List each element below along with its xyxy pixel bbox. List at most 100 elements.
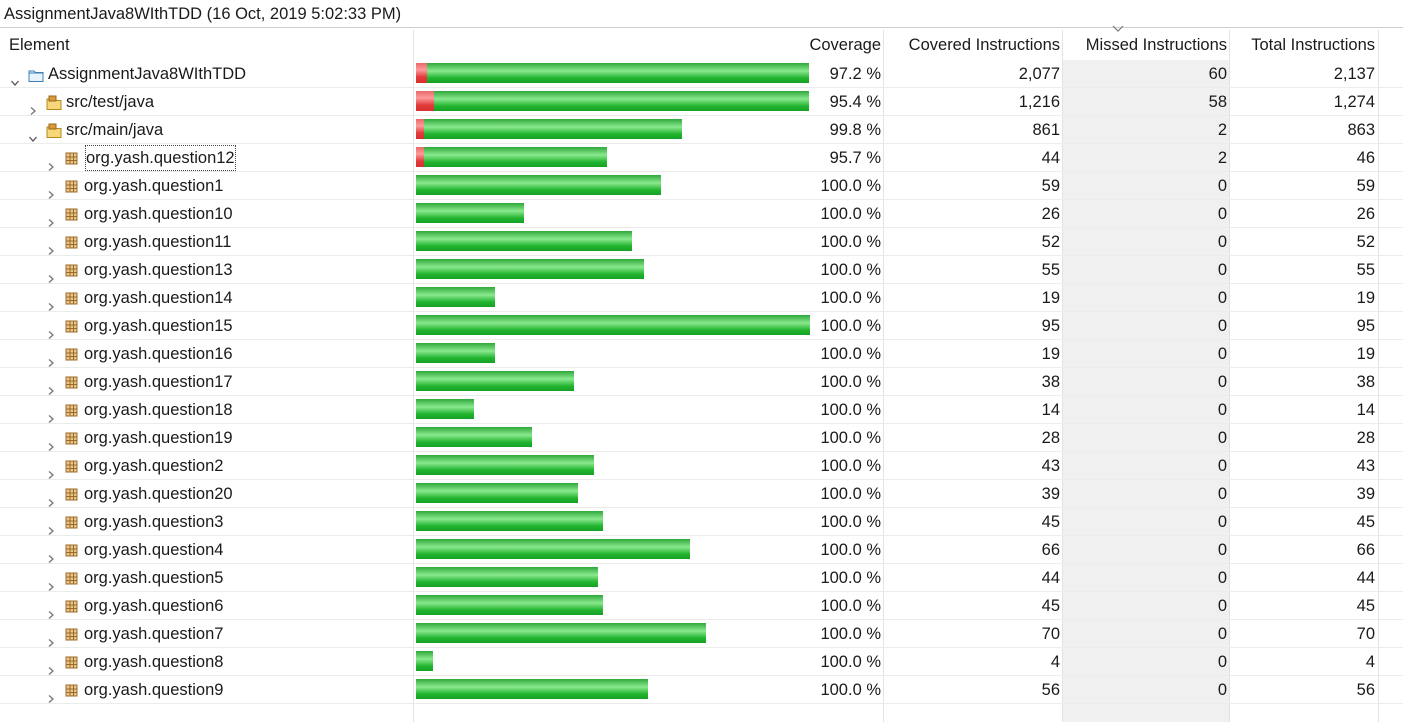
element-name: org.yash.question9 xyxy=(84,681,224,699)
table-row[interactable]: org.yash.question7 100.0 % 70 0 70 xyxy=(0,620,1403,648)
total-instructions-value: 66 xyxy=(1356,541,1375,559)
table-row[interactable]: org.yash.question10 100.0 % 26 0 26 xyxy=(0,200,1403,228)
missed-instructions-value: 0 xyxy=(1217,205,1227,223)
table-row[interactable]: src/test/java 95.4 % 1,216 58 1,274 xyxy=(0,88,1403,116)
coverage-value: 99.8 % xyxy=(829,121,881,139)
table-row[interactable]: org.yash.question20 100.0 % 39 0 39 xyxy=(0,480,1403,508)
missed-instructions-value: 0 xyxy=(1217,373,1227,391)
package-icon xyxy=(64,260,80,277)
column-divider xyxy=(413,30,414,722)
chevron-right-icon[interactable] xyxy=(46,321,56,339)
chevron-right-icon[interactable] xyxy=(46,153,56,171)
table-row[interactable]: org.yash.question8 100.0 % 4 0 4 xyxy=(0,648,1403,676)
package-icon xyxy=(64,652,80,669)
chevron-right-icon[interactable] xyxy=(46,573,56,591)
chevron-right-icon[interactable] xyxy=(46,685,56,703)
covered-bar-segment xyxy=(424,147,607,167)
element-name: org.yash.question13 xyxy=(84,261,233,279)
coverage-value: 100.0 % xyxy=(820,205,881,223)
table-row[interactable]: AssignmentJava8WIthTDD 97.2 % 2,077 60 2,137 xyxy=(0,60,1403,88)
covered-instructions-value: 4 xyxy=(1050,653,1060,671)
table-row[interactable]: org.yash.question12 95.7 % 44 2 46 xyxy=(0,144,1403,172)
missed-instructions-value: 0 xyxy=(1217,569,1227,587)
coverage-bar xyxy=(416,567,598,587)
table-row[interactable]: org.yash.question16 100.0 % 19 0 19 xyxy=(0,340,1403,368)
column-header-total-instructions[interactable]: Total Instructions xyxy=(1251,36,1375,54)
coverage-bar xyxy=(416,203,524,223)
covered-bar-segment xyxy=(416,651,433,671)
table-row[interactable]: org.yash.question14 100.0 % 19 0 19 xyxy=(0,284,1403,312)
column-header-missed-instructions[interactable]: Missed Instructions xyxy=(1085,36,1227,54)
column-header-element[interactable]: Element xyxy=(9,36,70,54)
chevron-right-icon[interactable] xyxy=(46,377,56,395)
table-row[interactable]: org.yash.question3 100.0 % 45 0 45 xyxy=(0,508,1403,536)
chevron-right-icon[interactable] xyxy=(46,601,56,619)
table-row[interactable]: org.yash.question13 100.0 % 55 0 55 xyxy=(0,256,1403,284)
covered-bar-segment xyxy=(427,63,809,83)
element-name: org.yash.question11 xyxy=(84,233,232,251)
table-row[interactable]: org.yash.question1 100.0 % 59 0 59 xyxy=(0,172,1403,200)
chevron-right-icon[interactable] xyxy=(46,265,56,283)
table-row[interactable]: org.yash.question15 100.0 % 95 0 95 xyxy=(0,312,1403,340)
missed-instructions-value: 0 xyxy=(1217,513,1227,531)
package-icon xyxy=(64,148,80,165)
column-divider xyxy=(883,30,884,722)
chevron-right-icon[interactable] xyxy=(46,517,56,535)
chevron-right-icon[interactable] xyxy=(46,237,56,255)
covered-instructions-value: 45 xyxy=(1041,597,1060,615)
total-instructions-value: 46 xyxy=(1356,149,1375,167)
missed-instructions-value: 0 xyxy=(1217,457,1227,475)
chevron-right-icon[interactable] xyxy=(46,405,56,423)
total-instructions-value: 2,137 xyxy=(1333,65,1375,83)
chevron-right-icon[interactable] xyxy=(46,433,56,451)
table-row[interactable]: org.yash.question17 100.0 % 38 0 38 xyxy=(0,368,1403,396)
chevron-down-icon[interactable] xyxy=(28,125,38,142)
chevron-right-icon[interactable] xyxy=(46,545,56,563)
total-instructions-value: 59 xyxy=(1356,177,1375,195)
total-instructions-value: 39 xyxy=(1356,485,1375,503)
coverage-bar xyxy=(416,651,433,671)
column-header-coverage[interactable]: Coverage xyxy=(809,36,881,54)
table-row[interactable]: org.yash.question11 100.0 % 52 0 52 xyxy=(0,228,1403,256)
element-cell: org.yash.question8 xyxy=(0,648,413,676)
package-icon xyxy=(64,288,80,305)
chevron-down-icon[interactable] xyxy=(10,69,20,86)
table-row[interactable]: org.yash.question18 100.0 % 14 0 14 xyxy=(0,396,1403,424)
table-row[interactable]: org.yash.question2 100.0 % 43 0 43 xyxy=(0,452,1403,480)
chevron-right-icon[interactable] xyxy=(46,181,56,199)
table-row[interactable]: org.yash.question6 100.0 % 45 0 45 xyxy=(0,592,1403,620)
column-header-covered-instructions[interactable]: Covered Instructions xyxy=(908,36,1060,54)
element-name: org.yash.question14 xyxy=(84,289,233,307)
chevron-right-icon[interactable] xyxy=(46,629,56,647)
element-cell: org.yash.question6 xyxy=(0,592,413,620)
table-row[interactable]: org.yash.question9 100.0 % 56 0 56 xyxy=(0,676,1403,704)
element-cell: src/test/java xyxy=(0,88,413,116)
chevron-right-icon[interactable] xyxy=(46,461,56,479)
package-icon xyxy=(64,372,80,389)
table-row[interactable]: org.yash.question19 100.0 % 28 0 28 xyxy=(0,424,1403,452)
coverage-bar xyxy=(416,679,648,699)
coverage-bar xyxy=(416,371,574,391)
table-row[interactable]: org.yash.question5 100.0 % 44 0 44 xyxy=(0,564,1403,592)
chevron-right-icon[interactable] xyxy=(46,349,56,367)
coverage-bar xyxy=(416,119,682,139)
element-cell: org.yash.question11 xyxy=(0,228,413,256)
total-instructions-value: 863 xyxy=(1347,121,1375,139)
chevron-right-icon[interactable] xyxy=(46,293,56,311)
missed-bar-segment xyxy=(416,147,424,167)
chevron-right-icon[interactable] xyxy=(46,657,56,675)
chevron-right-icon[interactable] xyxy=(46,209,56,227)
element-cell: org.yash.question17 xyxy=(0,368,413,396)
column-divider xyxy=(1378,30,1379,722)
covered-instructions-value: 14 xyxy=(1041,401,1060,419)
table-row[interactable]: org.yash.question4 100.0 % 66 0 66 xyxy=(0,536,1403,564)
chevron-right-icon[interactable] xyxy=(46,489,56,507)
element-name: org.yash.question5 xyxy=(84,569,224,587)
table-row[interactable]: src/main/java 99.8 % 861 2 863 xyxy=(0,116,1403,144)
package-icon xyxy=(64,344,80,361)
coverage-value: 97.2 % xyxy=(829,65,881,83)
total-instructions-value: 52 xyxy=(1356,233,1375,251)
chevron-right-icon[interactable] xyxy=(28,97,38,115)
covered-instructions-value: 1,216 xyxy=(1018,93,1060,111)
missed-instructions-value: 0 xyxy=(1217,317,1227,335)
